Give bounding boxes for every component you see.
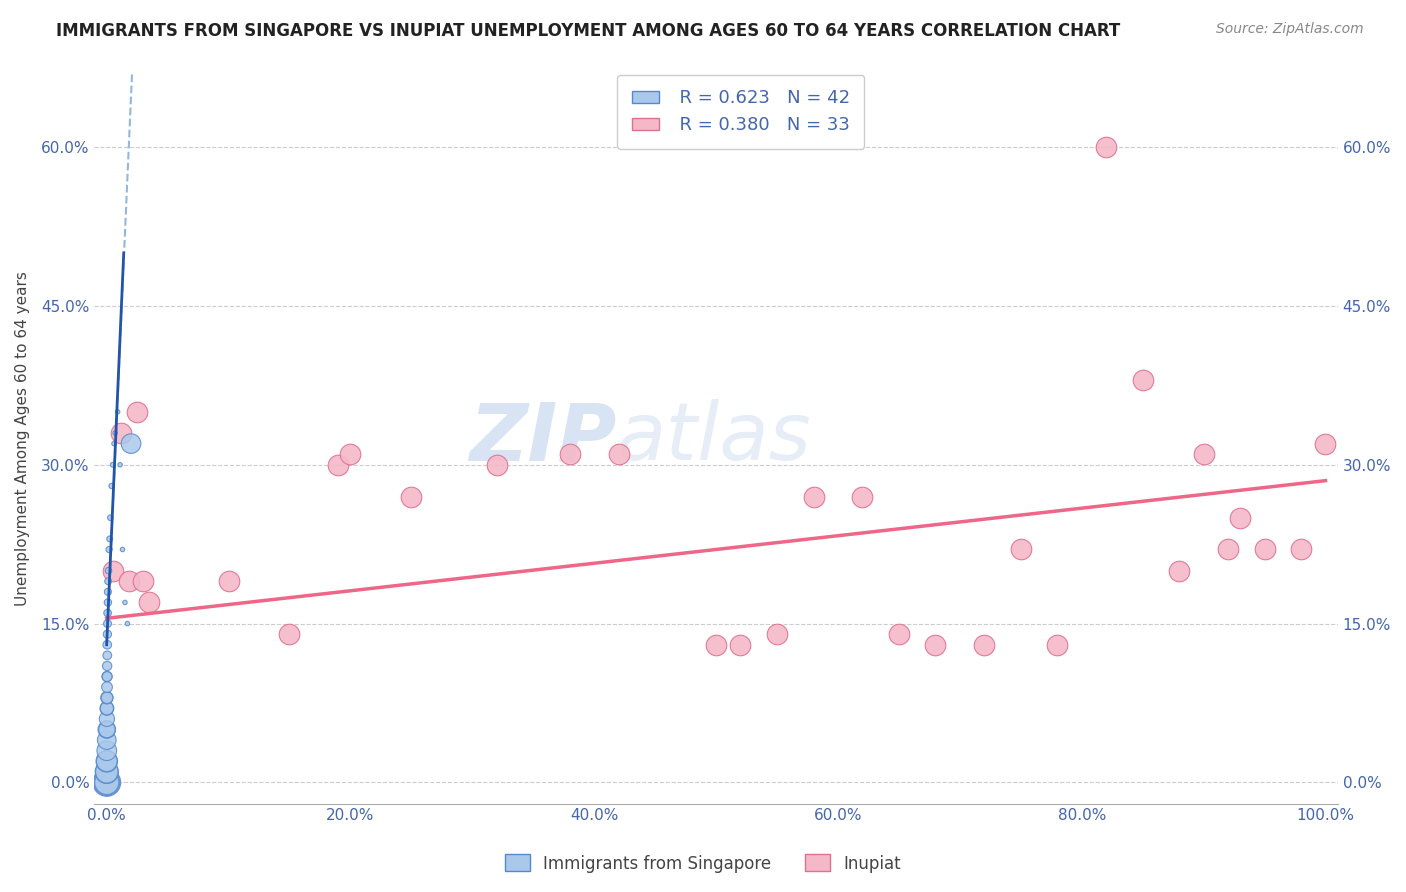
Point [1168,564,1191,578]
Point [278,627,301,641]
Point [97,606,120,620]
Point [1216,542,1239,557]
Point [730,638,752,652]
Point [96,775,118,789]
Point [96,638,118,652]
Point [96,733,118,747]
Point [117,616,139,631]
Point [96,744,118,758]
Point [110,425,132,440]
Point [96,754,118,768]
Point [100,479,122,493]
Point [98,542,121,557]
Point [97,564,120,578]
Point [98,532,121,546]
Point [96,669,118,683]
Point [96,648,118,663]
Point [96,723,118,737]
Point [1253,542,1275,557]
Point [101,458,124,472]
Point [104,425,127,440]
Point [924,638,946,652]
Point [96,764,118,779]
Point [138,595,160,609]
Text: IMMIGRANTS FROM SINGAPORE VS INUPIAT UNEMPLOYMENT AMONG AGES 60 TO 64 YEARS CORR: IMMIGRANTS FROM SINGAPORE VS INUPIAT UNE… [56,22,1121,40]
Point [98,510,121,524]
Point [117,574,139,589]
Point [1229,510,1251,524]
Point [1315,436,1337,450]
Point [103,436,125,450]
Point [485,458,508,472]
Point [96,690,118,705]
Y-axis label: Unemployment Among Ages 60 to 64 years: Unemployment Among Ages 60 to 64 years [15,271,30,606]
Point [973,638,995,652]
Point [132,574,155,589]
Point [127,405,149,419]
Point [114,595,136,609]
Point [96,616,118,631]
Point [96,775,118,789]
Point [607,447,630,461]
Point [101,564,124,578]
Point [96,775,118,789]
Point [766,627,789,641]
Point [96,690,118,705]
Text: atlas: atlas [617,400,811,477]
Point [96,701,118,715]
Point [107,405,129,419]
Text: ZIP: ZIP [470,400,617,477]
Point [1192,447,1215,461]
Point [96,701,118,715]
Point [96,764,118,779]
Point [96,669,118,683]
Point [218,574,240,589]
Point [97,584,120,599]
Point [96,754,118,768]
Point [851,490,873,504]
Point [887,627,910,641]
Point [401,490,423,504]
Legend: Immigrants from Singapore, Inupiat: Immigrants from Singapore, Inupiat [499,847,907,880]
Point [120,436,142,450]
Point [1010,542,1032,557]
Point [558,447,581,461]
Point [1046,638,1069,652]
Point [1289,542,1312,557]
Point [111,542,134,557]
Point [96,680,118,694]
Legend:   R = 0.623   N = 42,   R = 0.380   N = 33: R = 0.623 N = 42, R = 0.380 N = 33 [617,75,865,149]
Point [97,595,120,609]
Point [339,447,361,461]
Point [96,627,118,641]
Point [96,723,118,737]
Text: Source: ZipAtlas.com: Source: ZipAtlas.com [1216,22,1364,37]
Point [328,458,350,472]
Point [97,574,120,589]
Point [1095,140,1118,154]
Point [96,659,118,673]
Point [96,712,118,726]
Point [108,458,131,472]
Point [704,638,727,652]
Point [1132,373,1154,387]
Point [803,490,825,504]
